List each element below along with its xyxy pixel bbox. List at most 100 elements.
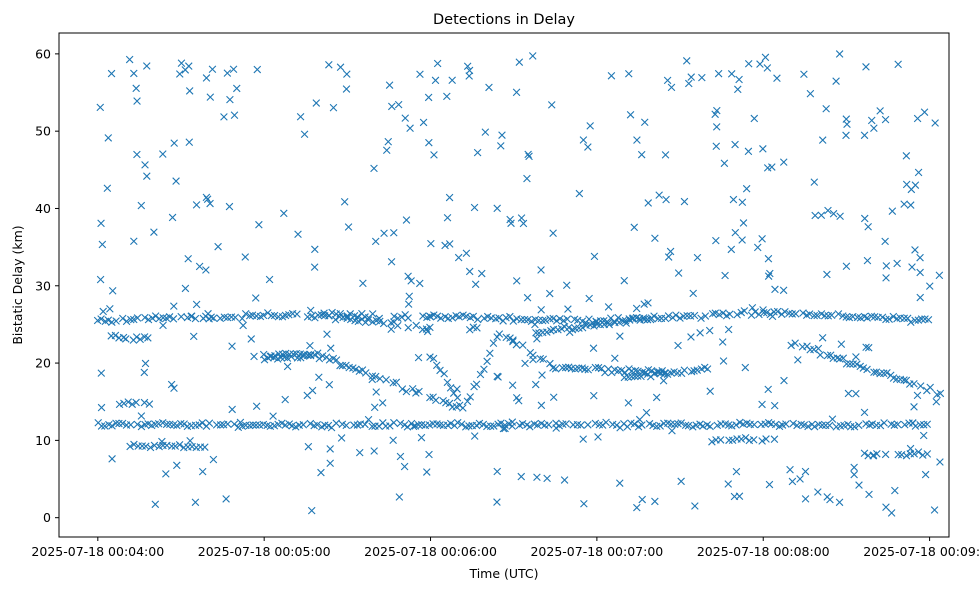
data-point [900, 200, 908, 208]
data-point [894, 450, 903, 459]
data-point [414, 353, 423, 362]
data-point [911, 246, 919, 254]
data-point [343, 70, 351, 78]
data-point [389, 228, 398, 237]
data-point [259, 311, 268, 320]
data-point [677, 419, 686, 427]
data-point [509, 317, 518, 325]
data-point [652, 393, 661, 402]
data-point [300, 130, 309, 139]
data-point [763, 164, 772, 172]
data-point [701, 312, 710, 320]
data-point [125, 55, 134, 64]
data-point [824, 206, 832, 215]
data-point [733, 85, 742, 94]
data-point [711, 309, 720, 317]
data-point [543, 328, 551, 336]
data-point [519, 219, 528, 228]
data-point [731, 228, 740, 237]
data-point [631, 372, 639, 381]
data-point [313, 420, 322, 429]
y-tick-label: 50 [35, 124, 51, 139]
data-point [729, 195, 738, 204]
data-point [674, 269, 683, 277]
data-point [585, 294, 593, 303]
data-point [565, 323, 573, 332]
data-point [779, 158, 788, 166]
y-tick-label: 10 [35, 433, 51, 448]
x-tick-label: 2025-07-18 00:04:00 [31, 544, 164, 559]
data-point [920, 108, 929, 116]
data-point [326, 459, 334, 468]
data-point [422, 468, 431, 476]
data-point [453, 393, 462, 402]
data-point [326, 445, 334, 453]
data-point [687, 367, 696, 376]
data-point [108, 287, 117, 295]
data-point [562, 281, 571, 290]
data-point [742, 184, 751, 193]
data-point [839, 354, 848, 363]
data-point [638, 495, 647, 504]
data-point [280, 209, 288, 218]
data-point [910, 403, 918, 411]
data-point [715, 310, 724, 319]
data-point [389, 436, 397, 445]
data-point [796, 475, 804, 483]
data-point [314, 311, 322, 319]
data-point [432, 396, 440, 405]
data-point [394, 100, 403, 109]
data-point [633, 503, 641, 512]
data-point [720, 159, 729, 168]
data-point [687, 73, 696, 81]
data-point [143, 172, 151, 180]
data-point [352, 365, 360, 374]
data-point [633, 372, 642, 380]
data-point [765, 480, 774, 489]
data-point [512, 277, 521, 285]
data-point [863, 256, 872, 265]
data-point [529, 355, 537, 364]
data-point [469, 312, 478, 321]
data-point [445, 193, 454, 202]
data-point [253, 65, 262, 74]
data-point [924, 315, 933, 324]
data-point [206, 199, 214, 208]
data-point [486, 422, 495, 430]
data-point [744, 147, 753, 156]
data-point [184, 62, 193, 70]
data-point [882, 315, 890, 324]
data-point [863, 365, 871, 374]
data-point [368, 310, 377, 318]
data-point [639, 314, 648, 322]
plot-frame [58, 32, 950, 538]
data-point [708, 309, 717, 318]
data-point [538, 371, 546, 379]
data-point [651, 497, 659, 506]
data-point [315, 373, 323, 382]
data-point [683, 311, 691, 320]
data-point [473, 324, 481, 332]
data-point [687, 333, 695, 341]
data-point [457, 420, 466, 428]
data-point [416, 70, 424, 79]
data-point [726, 310, 734, 318]
data-point [206, 93, 215, 101]
data-point [584, 365, 593, 374]
data-point [517, 472, 526, 481]
data-point [97, 315, 105, 323]
data-point [900, 314, 908, 323]
data-point [361, 420, 369, 429]
data-point [762, 435, 770, 443]
data-point [98, 240, 107, 249]
data-point [271, 351, 279, 360]
data-point [814, 488, 822, 496]
data-point [862, 63, 870, 71]
data-point [732, 421, 740, 429]
data-point [170, 139, 178, 147]
data-point [185, 87, 194, 95]
data-point [756, 60, 764, 68]
data-point [578, 323, 587, 332]
data-point [368, 372, 377, 380]
